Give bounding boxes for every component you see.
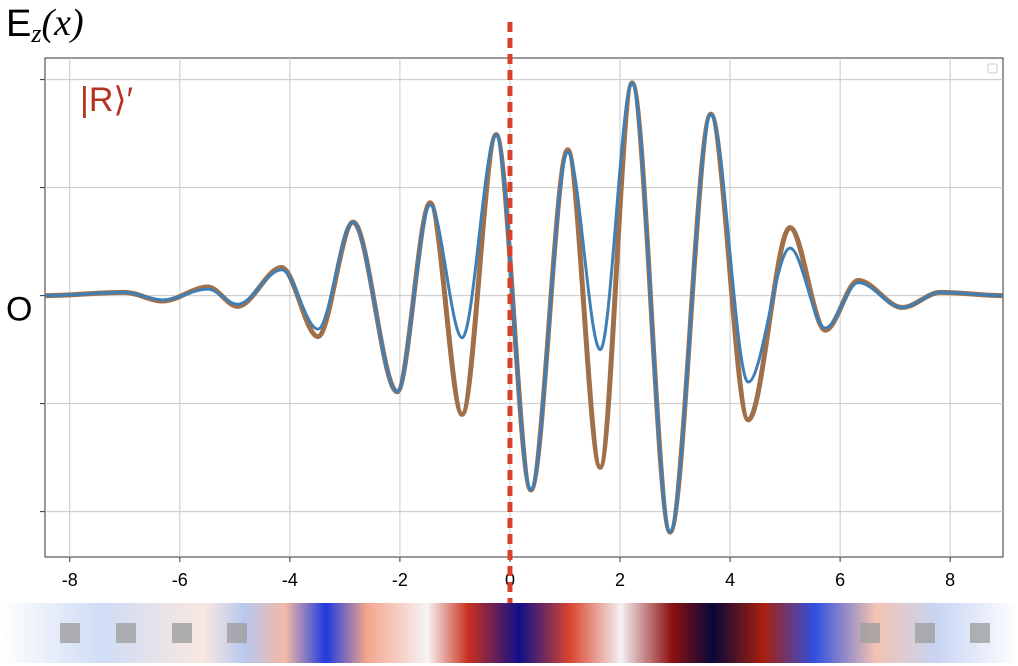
x-tick-label: -2 [392, 570, 408, 590]
x-tick-label: 4 [725, 570, 735, 590]
annotation: |R⟩′ [80, 81, 133, 119]
x-tick-label: 6 [835, 570, 845, 590]
x-tick-label: -8 [62, 570, 78, 590]
field-strip [0, 603, 1018, 663]
field-squares [60, 623, 990, 643]
x-tick-label: 2 [615, 570, 625, 590]
x-tick-label: -6 [172, 570, 188, 590]
x-tick-label: 8 [945, 570, 955, 590]
series-line [44, 81, 1004, 534]
plot-frame [44, 57, 1004, 558]
legend-box [987, 63, 998, 74]
x-tick-label: -4 [282, 570, 298, 590]
x-tick-label: 0 [505, 570, 515, 590]
chart-title: Ez(x) [6, 2, 84, 48]
y-tick-label: O [6, 291, 32, 329]
